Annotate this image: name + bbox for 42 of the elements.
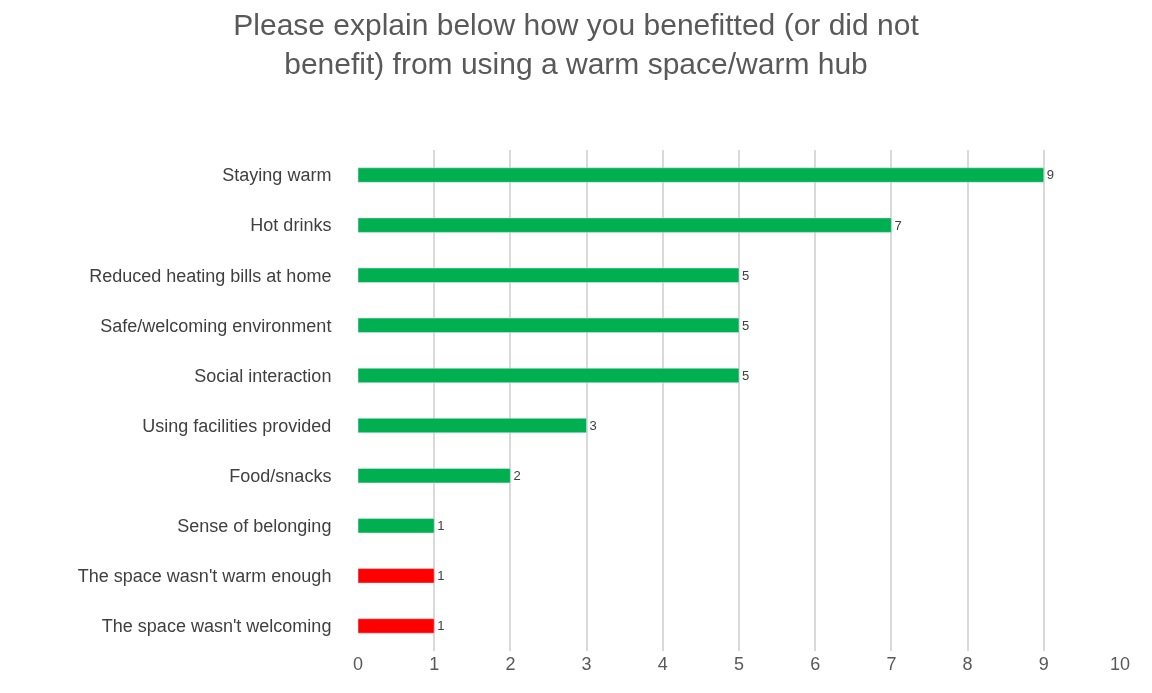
x-tick-label: 7 <box>886 654 897 674</box>
x-tick-label: 10 <box>1109 654 1131 674</box>
x-tick-label: 9 <box>1038 654 1049 674</box>
y-tick-label: The space wasn't welcoming <box>101 616 332 637</box>
data-label: 7 <box>894 217 902 233</box>
y-tick-label: Food/snacks <box>229 465 332 486</box>
y-tick-label: Hot drinks <box>250 215 332 236</box>
bar <box>358 518 435 534</box>
bar <box>358 167 1045 183</box>
data-label: 5 <box>742 317 750 333</box>
data-label: 3 <box>589 417 597 433</box>
y-tick-label: Sense of belonging <box>177 516 332 537</box>
data-label: 9 <box>1046 167 1055 183</box>
data-label: 5 <box>742 367 750 383</box>
x-tick-label: 5 <box>733 654 745 674</box>
y-tick-label: The space wasn't warm enough <box>77 566 332 587</box>
bar <box>358 468 511 484</box>
x-tick-label: 4 <box>657 654 668 674</box>
y-tick-label: Using facilities provided <box>142 415 332 436</box>
x-tick-label: 2 <box>505 654 516 674</box>
y-tick-label: Reduced heating bills at home <box>89 265 332 286</box>
x-tick-label: 8 <box>962 654 973 674</box>
y-tick-label: Social interaction <box>194 365 332 386</box>
bar <box>358 217 892 233</box>
x-tick-label: 3 <box>581 654 592 674</box>
x-tick-label: 1 <box>429 654 440 674</box>
data-label: 2 <box>513 468 521 484</box>
data-label: 1 <box>437 568 445 584</box>
y-tick-label: Safe/welcoming environment <box>100 315 332 336</box>
bar <box>358 317 740 333</box>
chart-title: Please explain below how you benefitted (or did not benefit) from using a warm space/warm hub <box>233 7 920 80</box>
x-tick-label: 6 <box>810 654 821 674</box>
bar <box>358 367 740 383</box>
bar <box>358 267 740 283</box>
bar <box>358 618 435 634</box>
x-tick-label: 0 <box>352 654 364 674</box>
bar <box>358 418 587 434</box>
y-tick-label: Staying warm <box>222 165 332 186</box>
data-label: 1 <box>437 618 445 634</box>
data-label: 5 <box>742 267 750 283</box>
data-label: 1 <box>437 518 445 534</box>
bar <box>358 568 435 584</box>
